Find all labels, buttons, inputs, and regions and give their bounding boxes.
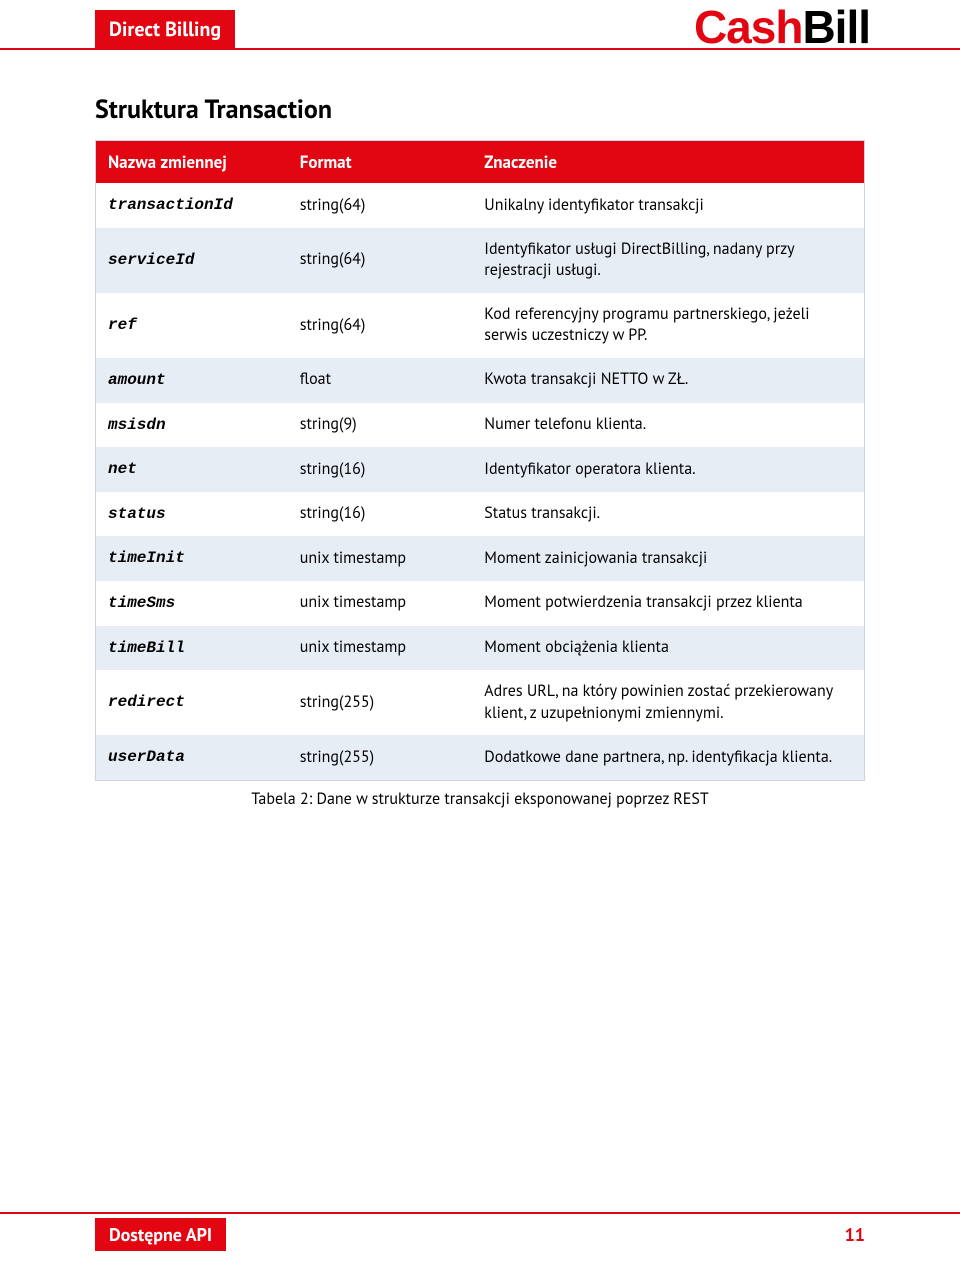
variable-name: transactionId	[108, 196, 233, 214]
cell-format: string(16)	[288, 447, 473, 492]
variable-name: timeBill	[108, 639, 185, 657]
variable-name: redirect	[108, 693, 185, 711]
table-row: msisdn string(9)Numer telefonu klienta.	[96, 403, 865, 448]
cell-format: string(16)	[288, 492, 473, 537]
content: Struktura Transaction Nazwa zmiennej For…	[0, 93, 960, 809]
cell-format: string(9)	[288, 403, 473, 448]
cell-format: string(255)	[288, 735, 473, 780]
table-row: ref string(64)Kod referencyjny programu p…	[96, 293, 865, 358]
table-row: net string(16)Identyfikator operatora kli…	[96, 447, 865, 492]
doc-title: Direct Billing	[95, 10, 235, 48]
footer-page-number: 11	[845, 1223, 865, 1246]
table-row: timeInit unix timestampMoment zainicjowan…	[96, 536, 865, 581]
variable-name: timeInit	[108, 549, 185, 567]
variable-name: net	[108, 460, 137, 478]
cell-variable-name: amount	[96, 358, 288, 403]
table-row: redirect string(255)Adres URL, na który p…	[96, 670, 865, 735]
cell-variable-name: msisdn	[96, 403, 288, 448]
section-heading: Struktura Transaction	[95, 93, 865, 126]
cell-format: string(255)	[288, 670, 473, 735]
transaction-table: Nazwa zmiennej Format Znaczenie transact…	[95, 140, 865, 781]
table-row: userData string(255)Dodatkowe dane partne…	[96, 735, 865, 780]
cell-meaning: Unikalny identyfikator transakcji	[472, 183, 864, 228]
footer: Dostępne API 11	[0, 1212, 960, 1251]
variable-name: amount	[108, 371, 166, 389]
footer-section-name: Dostępne API	[95, 1218, 226, 1251]
cell-meaning: Adres URL, na który powinien zostać prze…	[472, 670, 864, 735]
cell-meaning: Dodatkowe dane partnera, np. identyfikac…	[472, 735, 864, 780]
cell-variable-name: timeSms	[96, 581, 288, 626]
doc-title-wrap: Direct Billing	[95, 10, 235, 48]
cell-variable-name: userData	[96, 735, 288, 780]
table-row: serviceId string(64)Identyfikator usługi …	[96, 228, 865, 293]
cell-meaning: Moment potwierdzenia transakcji przez kl…	[472, 581, 864, 626]
cell-variable-name: status	[96, 492, 288, 537]
cell-variable-name: timeBill	[96, 626, 288, 671]
cell-meaning: Kod referencyjny programu partnerskiego,…	[472, 293, 864, 358]
cell-format: unix timestamp	[288, 581, 473, 626]
table-row: amount floatKwota transakcji NETTO w ZŁ.	[96, 358, 865, 403]
cell-variable-name: net	[96, 447, 288, 492]
cell-meaning: Identyfikator usługi DirectBilling, nada…	[472, 228, 864, 293]
col-header-name: Nazwa zmiennej	[96, 141, 288, 184]
variable-name: userData	[108, 748, 185, 766]
cell-format: string(64)	[288, 293, 473, 358]
cell-meaning: Identyfikator operatora klienta.	[472, 447, 864, 492]
cell-format: unix timestamp	[288, 626, 473, 671]
variable-name: serviceId	[108, 251, 194, 269]
header: Direct Billing CashBill	[0, 0, 960, 48]
table-row: timeBill unix timestampMoment obciążenia …	[96, 626, 865, 671]
cell-variable-name: transactionId	[96, 183, 288, 228]
variable-name: msisdn	[108, 416, 166, 434]
cell-meaning: Moment zainicjowania transakcji	[472, 536, 864, 581]
cell-format: string(64)	[288, 228, 473, 293]
variable-name: status	[108, 505, 166, 523]
header-rules	[0, 46, 960, 50]
cell-variable-name: ref	[96, 293, 288, 358]
table-header-row: Nazwa zmiennej Format Znaczenie	[96, 141, 865, 184]
variable-name: timeSms	[108, 594, 175, 612]
cell-format: unix timestamp	[288, 536, 473, 581]
cell-meaning: Numer telefonu klienta.	[472, 403, 864, 448]
col-header-meaning: Znaczenie	[472, 141, 864, 184]
cell-format: string(64)	[288, 183, 473, 228]
table-row: transactionId string(64)Unikalny identyfi…	[96, 183, 865, 228]
table-row: status string(16)Status transakcji.	[96, 492, 865, 537]
cell-format: float	[288, 358, 473, 403]
cell-variable-name: timeInit	[96, 536, 288, 581]
cell-meaning: Kwota transakcji NETTO w ZŁ.	[472, 358, 864, 403]
col-header-format: Format	[288, 141, 473, 184]
table-caption: Tabela 2: Dane w strukturze transakcji e…	[95, 789, 865, 809]
cell-meaning: Status transakcji.	[472, 492, 864, 537]
cell-variable-name: redirect	[96, 670, 288, 735]
variable-name: ref	[108, 316, 137, 334]
table-row: timeSms unix timestampMoment potwierdzeni…	[96, 581, 865, 626]
cell-variable-name: serviceId	[96, 228, 288, 293]
cell-meaning: Moment obciążenia klienta	[472, 626, 864, 671]
